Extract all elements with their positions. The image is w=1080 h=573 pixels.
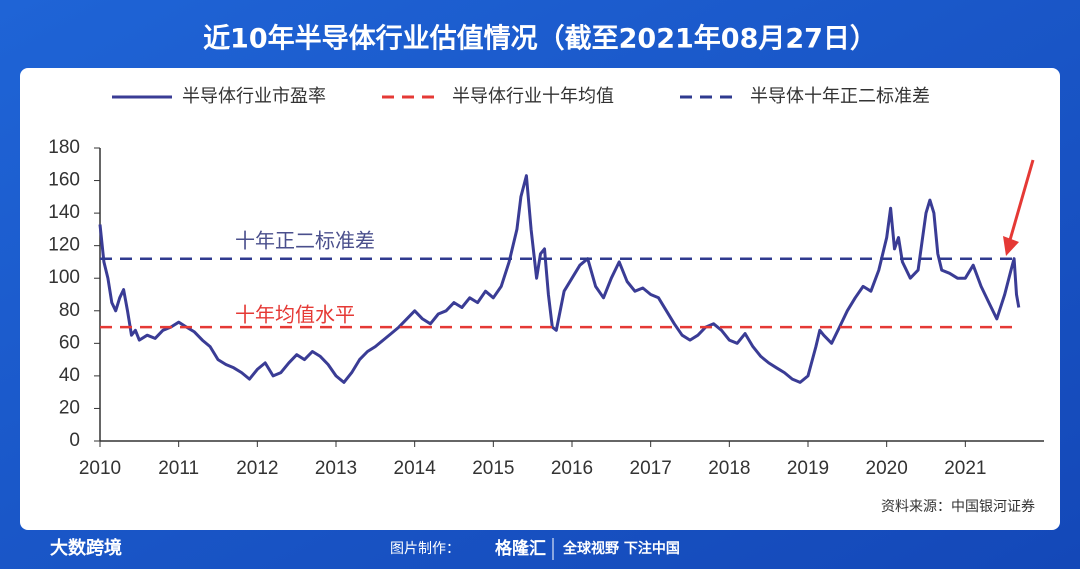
- source: 资料来源：中国银河证券: [881, 499, 1035, 515]
- legend-item: 半导体行业市盈率: [112, 86, 326, 107]
- y-tick-label: 0: [69, 430, 80, 451]
- x-tick-label: 2015: [472, 458, 514, 479]
- arrow: [1008, 159, 1035, 241]
- x-tick-label: 2020: [866, 458, 908, 479]
- annotation: 十年正二标准差: [235, 229, 375, 253]
- x-tick-label: 2011: [158, 458, 199, 479]
- y-tick-label: 60: [59, 332, 80, 353]
- x-tick-label: 2010: [79, 458, 121, 479]
- y-tick-label: 100: [48, 267, 80, 288]
- x-tick-label: 2012: [236, 458, 278, 479]
- x-tick-label: 2021: [944, 458, 986, 479]
- legend: 半导体行业市盈率 半导体行业十年均值 半导体十年正二标准差: [112, 86, 930, 107]
- legend-label: 半导体行业十年均值: [452, 86, 614, 107]
- chart-title: 近10年半导体行业估值情况（截至2021年08月27日）: [203, 23, 877, 55]
- x-tick-label: 2013: [315, 458, 357, 479]
- x-tick-label: 2016: [551, 458, 593, 479]
- legend-label: 半导体行业市盈率: [182, 86, 326, 107]
- y-tick-label: 20: [59, 397, 80, 418]
- arrow-head: [1003, 236, 1019, 256]
- legend-item: 半导体行业十年均值: [382, 86, 614, 107]
- legend-item: 半导体十年正二标准差: [680, 86, 930, 107]
- footer-credit: 图片制作：: [390, 541, 460, 557]
- y-tick-label: 140: [48, 202, 80, 223]
- legend-label: 半导体十年正二标准差: [750, 86, 930, 107]
- x-tick-label: 2018: [708, 458, 750, 479]
- y-tick-label: 80: [59, 300, 80, 321]
- y-tick-label: 160: [48, 170, 80, 191]
- x-tick-label: 2017: [630, 458, 672, 479]
- footer-logo: 格隆汇: [495, 538, 546, 559]
- x-tick-label: 2019: [787, 458, 829, 479]
- series-line: [98, 174, 1021, 384]
- annotation: 十年均值水平: [235, 303, 355, 327]
- card: [20, 68, 1060, 530]
- y-tick-label: 40: [59, 365, 80, 386]
- footer-brand: 大数跨境: [50, 537, 122, 559]
- x-tick-label: 2014: [394, 458, 437, 479]
- footer-slogan: 全球视野 下注中国: [562, 540, 680, 557]
- y-tick-label: 180: [48, 137, 80, 158]
- y-tick-label: 120: [48, 235, 80, 256]
